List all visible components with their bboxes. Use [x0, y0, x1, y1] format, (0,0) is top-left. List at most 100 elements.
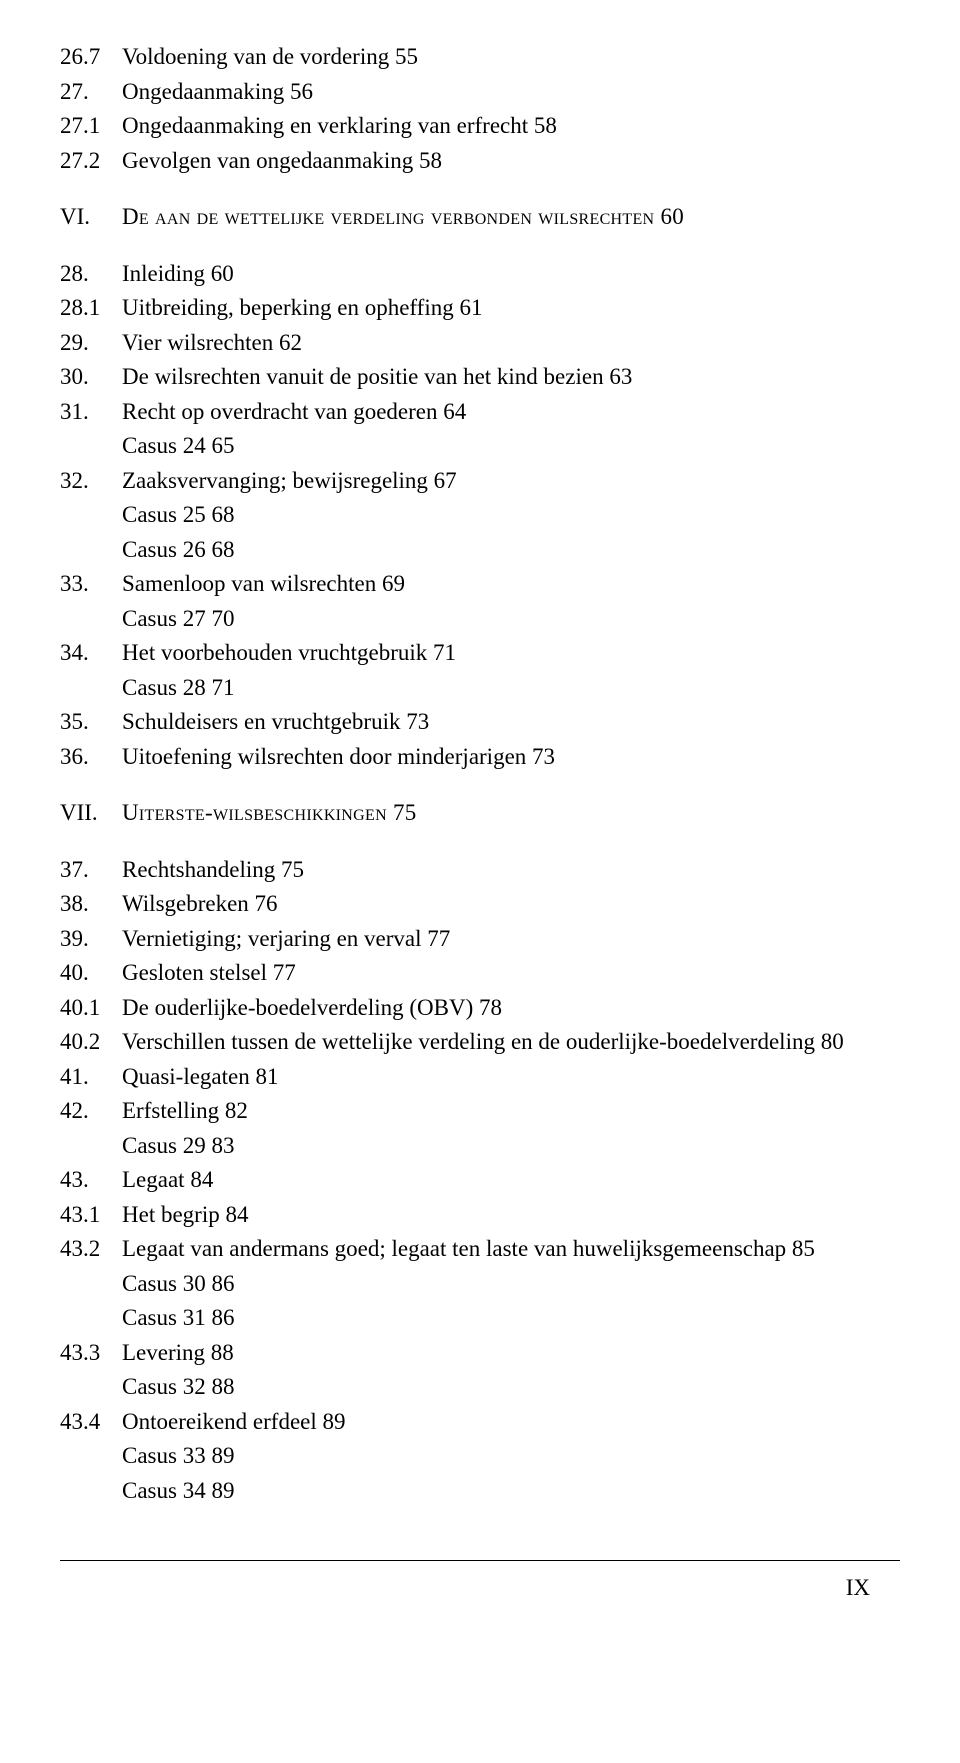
toc-title: Uitoefening wilsrechten door minderjarig… — [122, 740, 870, 775]
toc-number: 43.1 — [60, 1198, 122, 1233]
toc-entry: 38.Wilsgebreken 76 — [60, 887, 870, 922]
toc-title: Het begrip 84 — [122, 1198, 870, 1233]
toc-sub-entry: Casus 29 83 — [122, 1129, 870, 1164]
toc-sub-entry: Casus 31 86 — [122, 1301, 870, 1336]
toc-entry: 34.Het voorbehouden vruchtgebruik 71 — [60, 636, 870, 671]
toc-sub-entry: Casus 33 89 — [122, 1439, 870, 1474]
toc-number: 28. — [60, 257, 122, 292]
toc-entry: 27.Ongedaanmaking 56 — [60, 75, 870, 110]
toc-sub-entry: Casus 32 88 — [122, 1370, 870, 1405]
toc-title: Zaaksvervanging; bewijsregeling 67 — [122, 464, 870, 499]
toc-sub-entry: Casus 27 70 — [122, 602, 870, 637]
toc-entry: 42.Erfstelling 82 — [60, 1094, 870, 1129]
toc-entry: 41.Quasi-legaten 81 — [60, 1060, 870, 1095]
toc-title: Levering 88 — [122, 1336, 870, 1371]
toc-chapter-heading: VII.Uiterste-wilsbeschikkingen 75 — [60, 796, 870, 831]
toc-number: 43.3 — [60, 1336, 122, 1371]
toc-title: Ongedaanmaking 56 — [122, 75, 870, 110]
toc-entry: 43.2Legaat van andermans goed; legaat te… — [60, 1232, 870, 1267]
toc-chapter-title: De aan de wettelijke verdeling verbonden… — [122, 200, 870, 235]
toc-number: 43.2 — [60, 1232, 122, 1267]
toc-number: 43. — [60, 1163, 122, 1198]
toc-number: 40.2 — [60, 1025, 122, 1060]
toc-sub-entry: Casus 25 68 — [122, 498, 870, 533]
toc-entry: 43.Legaat 84 — [60, 1163, 870, 1198]
toc-number: 26.7 — [60, 40, 122, 75]
toc-title: Legaat 84 — [122, 1163, 870, 1198]
toc-number: 33. — [60, 567, 122, 602]
toc-number: 27.1 — [60, 109, 122, 144]
toc-number: 31. — [60, 395, 122, 430]
toc-title: Vier wilsrechten 62 — [122, 326, 870, 361]
toc-number: 38. — [60, 887, 122, 922]
toc-number: 39. — [60, 922, 122, 957]
toc-number: 27.2 — [60, 144, 122, 179]
toc-title: Uitbreiding, beperking en opheffing 61 — [122, 291, 870, 326]
toc-entry: 40.1De ouderlijke-boedelverdeling (OBV) … — [60, 991, 870, 1026]
toc-title: Vernietiging; verjaring en verval 77 — [122, 922, 870, 957]
toc-number: 32. — [60, 464, 122, 499]
toc-entry: 33.Samenloop van wilsrechten 69 — [60, 567, 870, 602]
toc-title: Ontoereikend erfdeel 89 — [122, 1405, 870, 1440]
toc-number: 27. — [60, 75, 122, 110]
toc-number: 34. — [60, 636, 122, 671]
toc-number: 40.1 — [60, 991, 122, 1026]
toc-entry: 31.Recht op overdracht van goederen 64 — [60, 395, 870, 430]
toc-entry: 43.1Het begrip 84 — [60, 1198, 870, 1233]
toc-title: Schuldeisers en vruchtgebruik 73 — [122, 705, 870, 740]
toc-sub-entry: Casus 28 71 — [122, 671, 870, 706]
toc-number: 40. — [60, 956, 122, 991]
toc-entry: 27.1Ongedaanmaking en verklaring van erf… — [60, 109, 870, 144]
toc-title: Het voorbehouden vruchtgebruik 71 — [122, 636, 870, 671]
toc-entry: 43.4Ontoereikend erfdeel 89 — [60, 1405, 870, 1440]
page-number: IX — [0, 1561, 960, 1601]
toc-title: Samenloop van wilsrechten 69 — [122, 567, 870, 602]
toc-sub-entry: Casus 34 89 — [122, 1474, 870, 1509]
toc-title: Rechtshandeling 75 — [122, 853, 870, 888]
toc-number: 30. — [60, 360, 122, 395]
toc-entry: 29.Vier wilsrechten 62 — [60, 326, 870, 361]
toc-number: 43.4 — [60, 1405, 122, 1440]
toc-entry: 40.Gesloten stelsel 77 — [60, 956, 870, 991]
toc-title: Gesloten stelsel 77 — [122, 956, 870, 991]
toc-title: Voldoening van de vordering 55 — [122, 40, 870, 75]
toc-title: Wilsgebreken 76 — [122, 887, 870, 922]
toc-entry: 28.Inleiding 60 — [60, 257, 870, 292]
toc-title: Legaat van andermans goed; legaat ten la… — [122, 1232, 870, 1267]
toc-page: 26.7Voldoening van de vordering 5527.Ong… — [0, 0, 960, 1538]
toc-entry: 40.2Verschillen tussen de wettelijke ver… — [60, 1025, 870, 1060]
toc-sub-entry: Casus 30 86 — [122, 1267, 870, 1302]
toc-number: VII. — [60, 796, 122, 831]
toc-entry: 35.Schuldeisers en vruchtgebruik 73 — [60, 705, 870, 740]
toc-chapter-heading: VI.De aan de wettelijke verdeling verbon… — [60, 200, 870, 235]
toc-number: 36. — [60, 740, 122, 775]
toc-title: Inleiding 60 — [122, 257, 870, 292]
toc-number: 41. — [60, 1060, 122, 1095]
toc-title: Ongedaanmaking en verklaring van erfrech… — [122, 109, 870, 144]
toc-number: 35. — [60, 705, 122, 740]
toc-title: Quasi-legaten 81 — [122, 1060, 870, 1095]
toc-number: 29. — [60, 326, 122, 361]
toc-number: VI. — [60, 200, 122, 235]
toc-title: De wilsrechten vanuit de positie van het… — [122, 360, 870, 395]
toc-sub-entry: Casus 24 65 — [122, 429, 870, 464]
toc-entry: 28.1Uitbreiding, beperking en opheffing … — [60, 291, 870, 326]
toc-title: De ouderlijke-boedelverdeling (OBV) 78 — [122, 991, 870, 1026]
toc-number: 42. — [60, 1094, 122, 1129]
toc-title: Erfstelling 82 — [122, 1094, 870, 1129]
toc-entry: 30.De wilsrechten vanuit de positie van … — [60, 360, 870, 395]
toc-number: 37. — [60, 853, 122, 888]
toc-entry: 37.Rechtshandeling 75 — [60, 853, 870, 888]
toc-entry: 27.2Gevolgen van ongedaanmaking 58 — [60, 144, 870, 179]
toc-entry: 26.7Voldoening van de vordering 55 — [60, 40, 870, 75]
toc-title: Verschillen tussen de wettelijke verdeli… — [122, 1025, 870, 1060]
toc-chapter-title: Uiterste-wilsbeschikkingen 75 — [122, 796, 870, 831]
toc-title: Gevolgen van ongedaanmaking 58 — [122, 144, 870, 179]
toc-entry: 36.Uitoefening wilsrechten door minderja… — [60, 740, 870, 775]
toc-number: 28.1 — [60, 291, 122, 326]
toc-title: Recht op overdracht van goederen 64 — [122, 395, 870, 430]
toc-entry: 43.3Levering 88 — [60, 1336, 870, 1371]
toc-entry: 32.Zaaksvervanging; bewijsregeling 67 — [60, 464, 870, 499]
toc-sub-entry: Casus 26 68 — [122, 533, 870, 568]
toc-entry: 39.Vernietiging; verjaring en verval 77 — [60, 922, 870, 957]
